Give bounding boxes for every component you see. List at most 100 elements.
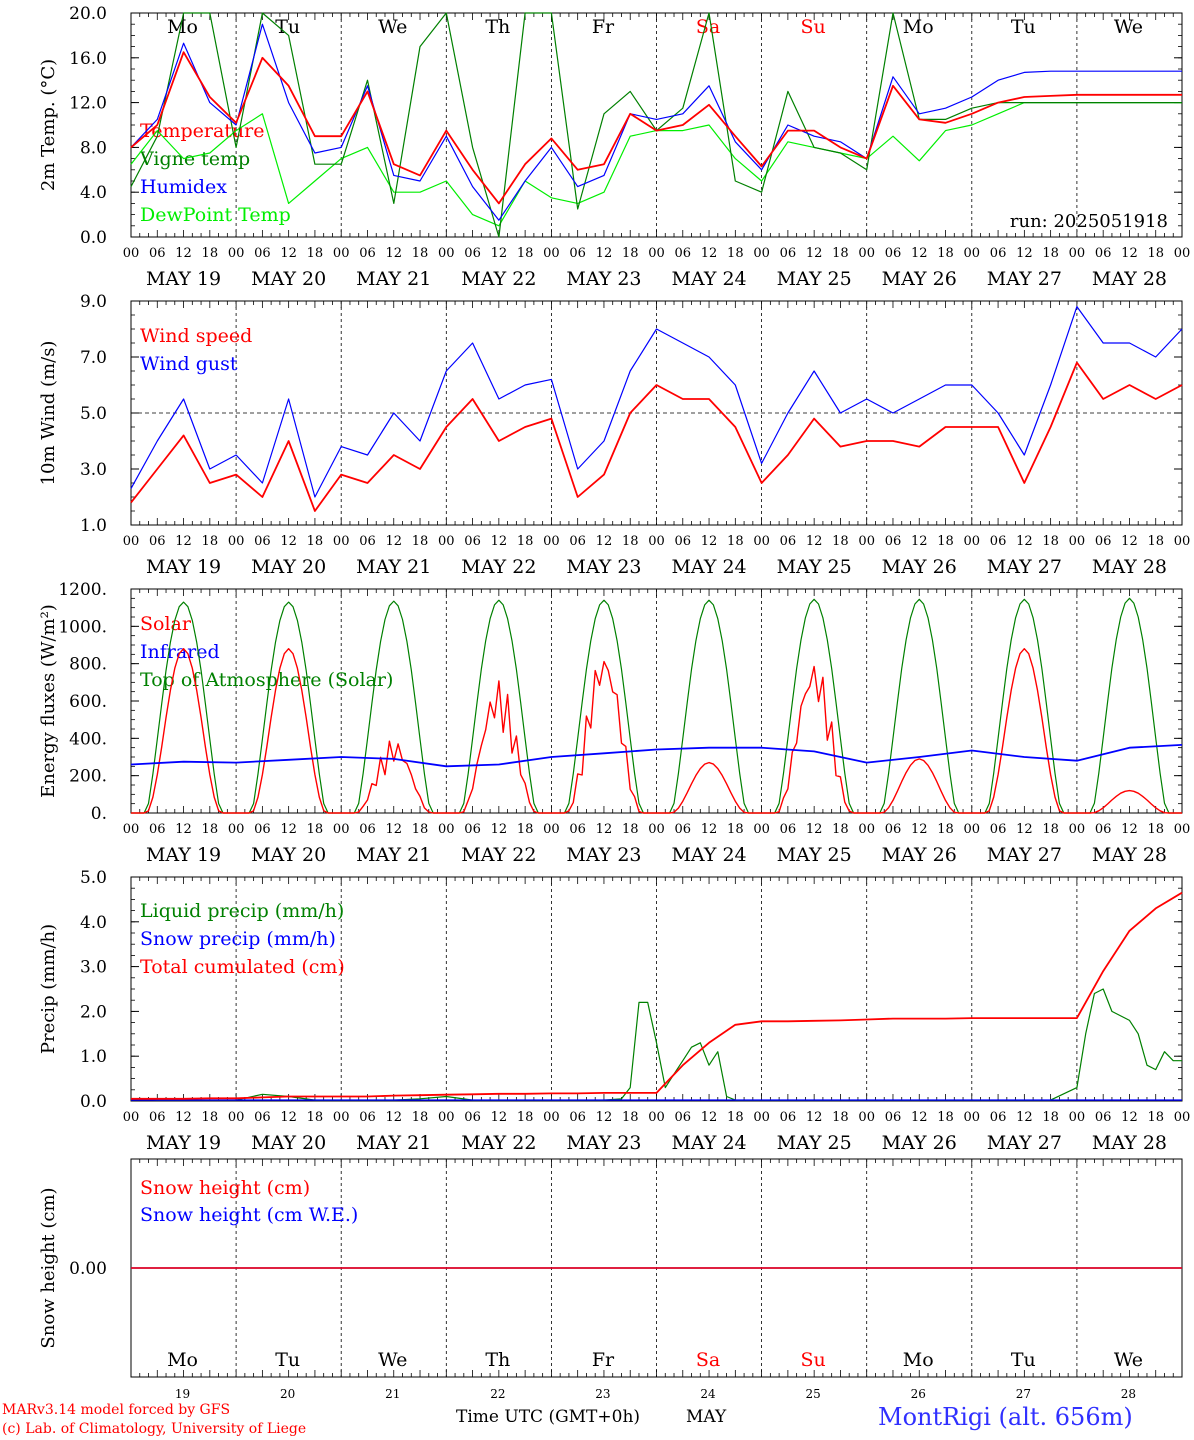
hour-tick-label: 18 [1147, 822, 1164, 837]
date-label: MAY 27 [987, 844, 1062, 866]
date-label: MAY 19 [146, 556, 221, 578]
hour-tick-label: 06 [254, 1110, 271, 1125]
y-tick-label: 800. [69, 655, 107, 675]
hour-tick-label: 06 [780, 822, 797, 837]
hour-tick-label: 18 [202, 534, 219, 549]
hour-tick-label: 00 [1174, 246, 1191, 261]
hour-tick-label: 00 [753, 1110, 770, 1125]
date-label: MAY 26 [882, 556, 957, 578]
hour-tick-label: 00 [753, 822, 770, 837]
date-label: MAY 24 [671, 268, 746, 290]
weekday-label: Tu [275, 16, 300, 38]
weekday-label: Mo [903, 16, 934, 38]
hour-tick-label: 18 [202, 822, 219, 837]
hour-tick-label: 12 [806, 1110, 823, 1125]
date-label: MAY 21 [356, 1132, 431, 1154]
hour-tick-label: 18 [202, 246, 219, 261]
date-label: MAY 24 [671, 556, 746, 578]
y-tick-label: 4.0 [80, 183, 107, 203]
y-tick-label: 1.0 [80, 516, 107, 536]
y-tick-label: 20.0 [69, 4, 107, 24]
hour-tick-label: 06 [675, 1110, 692, 1125]
date-label: MAY 23 [566, 556, 641, 578]
hour-tick-label: 06 [990, 534, 1007, 549]
date-label: MAY 27 [987, 268, 1062, 290]
weekday-label: Sa [696, 1349, 720, 1371]
hour-tick-label: 06 [569, 1110, 586, 1125]
date-label: MAY 20 [251, 844, 326, 866]
hour-tick-label: 00 [123, 534, 140, 549]
date-label: MAY 20 [251, 556, 326, 578]
hour-tick-label: 00 [438, 1110, 455, 1125]
hour-tick-label: 06 [675, 246, 692, 261]
day-number: 24 [700, 1387, 716, 1401]
date-label: MAY 19 [146, 844, 221, 866]
hour-tick-label: 06 [1095, 534, 1112, 549]
hour-tick-label: 00 [123, 1110, 140, 1125]
date-label: MAY 19 [146, 1132, 221, 1154]
weekday-label: Tu [1011, 1349, 1036, 1371]
legend-entry: Snow height (cm W.E.) [140, 1204, 358, 1226]
hour-tick-label: 18 [412, 534, 429, 549]
hour-tick-label: 00 [1174, 822, 1191, 837]
hour-tick-label: 12 [1121, 246, 1138, 261]
hour-tick-label: 12 [701, 246, 718, 261]
station-label: MontRigi (alt. 656m) [878, 1403, 1133, 1431]
date-label: MAY 27 [987, 556, 1062, 578]
hour-tick-label: 00 [964, 246, 981, 261]
y-tick-label: 3.0 [80, 460, 107, 480]
hour-tick-label: 18 [1147, 1110, 1164, 1125]
y-axis-title: 2m Temp. (°C) [38, 59, 59, 191]
y-tick-label: 4.0 [80, 913, 107, 933]
hour-tick-label: 06 [359, 534, 376, 549]
date-label: MAY 26 [882, 268, 957, 290]
day-number: 26 [911, 1387, 926, 1401]
date-label: MAY 28 [1092, 268, 1167, 290]
day-number: 27 [1016, 1387, 1031, 1401]
hour-tick-label: 18 [202, 1110, 219, 1125]
hour-tick-label: 12 [1016, 534, 1033, 549]
date-label: MAY 23 [566, 844, 641, 866]
legend-entry: Liquid precip (mm/h) [140, 900, 344, 922]
hour-tick-label: 06 [464, 822, 481, 837]
hour-tick-label: 18 [517, 822, 534, 837]
hour-tick-label: 18 [832, 1110, 849, 1125]
y-tick-label: 2.0 [80, 1002, 107, 1022]
hour-tick-label: 12 [385, 246, 402, 261]
date-label: MAY 26 [882, 1132, 957, 1154]
hour-tick-label: 12 [175, 534, 192, 549]
hour-tick-label: 18 [517, 246, 534, 261]
y-tick-label: 3.0 [80, 958, 107, 978]
hour-tick-label: 18 [727, 534, 744, 549]
weekday-label: Th [485, 1349, 510, 1371]
hour-tick-label: 18 [937, 822, 954, 837]
hour-tick-label: 18 [1042, 1110, 1059, 1125]
hour-tick-label: 00 [543, 534, 560, 549]
y-tick-label: 7.0 [80, 348, 107, 368]
hour-tick-label: 12 [1121, 534, 1138, 549]
weekday-label: Tu [1011, 16, 1036, 38]
y-tick-label: 200. [69, 767, 107, 787]
date-label: MAY 22 [461, 1132, 536, 1154]
legend-entry: Vigne temp [139, 148, 250, 170]
hour-tick-label: 00 [753, 246, 770, 261]
y-tick-label: 400. [69, 729, 107, 749]
hour-tick-label: 12 [175, 1110, 192, 1125]
weekday-label: We [378, 1349, 407, 1371]
hour-tick-label: 12 [491, 1110, 508, 1125]
series-line-temperature [130, 51, 1182, 205]
hour-tick-label: 00 [964, 534, 981, 549]
hour-tick-label: 18 [307, 246, 324, 261]
hour-tick-label: 18 [727, 246, 744, 261]
hour-tick-label: 06 [254, 534, 271, 549]
legend-entry: Wind speed [140, 325, 252, 347]
y-tick-label: 1000. [58, 617, 107, 637]
hour-tick-label: 00 [858, 1110, 875, 1125]
hour-tick-label: 18 [1042, 822, 1059, 837]
hour-tick-label: 12 [491, 534, 508, 549]
hour-tick-label: 18 [1147, 246, 1164, 261]
hour-tick-label: 06 [1095, 1110, 1112, 1125]
date-label: MAY 25 [777, 844, 852, 866]
hour-tick-label: 18 [622, 822, 639, 837]
date-label: MAY 22 [461, 844, 536, 866]
